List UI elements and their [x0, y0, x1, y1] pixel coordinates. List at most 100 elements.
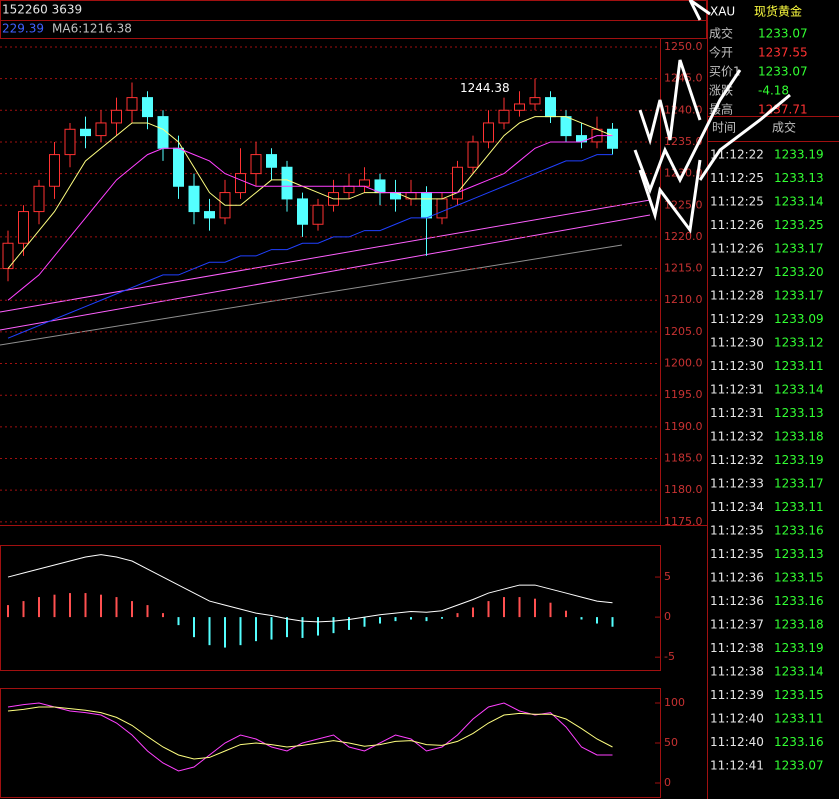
info-code: 152260 3639 — [2, 3, 82, 17]
y-tick-label: -5 — [664, 650, 675, 663]
y-tick-label: 1235.0 — [664, 135, 703, 148]
arrow — [633, 69, 742, 195]
kdj-frame — [0, 688, 661, 798]
drawn-arrows — [633, 0, 791, 234]
y-tick-label: 1185.0 — [664, 452, 703, 465]
series-line — [7, 554, 613, 623]
trade-price: 1233.17 — [774, 242, 824, 256]
y-tick-label: 1250.0 — [664, 40, 703, 53]
y-tick-label: 100 — [664, 696, 685, 709]
trade-time: 11:12:32 — [710, 430, 764, 444]
trade-time: 11:12:28 — [710, 289, 764, 303]
trade-time: 11:12:40 — [710, 735, 764, 749]
y-tick-label: 1190.0 — [664, 420, 703, 433]
quote-label: 成交 — [709, 26, 733, 41]
candle-body — [281, 166, 293, 200]
trade-price: 1233.17 — [774, 289, 824, 303]
quote-value: -4.18 — [758, 84, 789, 98]
y-tick-label: 1215.0 — [664, 262, 703, 275]
trend-line — [0, 244, 623, 346]
trade-price: 1233.13 — [774, 547, 824, 561]
y-tick-label: 0 — [664, 610, 671, 623]
trade-price: 1233.07 — [774, 759, 824, 773]
candle-body — [529, 97, 541, 105]
max-label: 1244.38 — [460, 81, 510, 95]
trade-price: 1233.13 — [774, 171, 824, 185]
arrow — [638, 159, 702, 234]
series-line — [7, 135, 613, 301]
trade-price: 1233.15 — [774, 571, 824, 585]
trade-time: 11:12:36 — [710, 571, 764, 585]
trade-price: 1233.17 — [774, 477, 824, 491]
candle-body — [607, 128, 618, 149]
trend-line — [0, 214, 651, 331]
trade-time: 11:12:41 — [710, 759, 764, 773]
trade-price: 1233.13 — [774, 406, 824, 420]
y-tick-label: 1195.0 — [664, 388, 703, 401]
col-time: 时间 — [712, 121, 736, 135]
trade-time: 11:12:35 — [710, 547, 764, 561]
trade-price: 1233.19 — [774, 148, 824, 162]
series-line — [7, 706, 613, 760]
trade-price: 1233.11 — [774, 712, 824, 726]
trade-time: 11:12:38 — [710, 641, 764, 655]
candle-body — [436, 198, 448, 219]
candle-body — [514, 103, 525, 111]
trade-time: 11:12:31 — [710, 406, 764, 420]
candle-body — [483, 122, 494, 143]
trade-time: 11:12:25 — [710, 195, 764, 209]
trade-price: 1233.18 — [774, 430, 824, 444]
y-tick-label: 1180.0 — [664, 483, 703, 496]
trade-price: 1233.12 — [774, 336, 824, 350]
trade-time: 11:12:32 — [710, 453, 764, 467]
candle-body — [235, 173, 246, 194]
trade-price: 1233.15 — [774, 688, 824, 702]
series-line — [7, 116, 613, 269]
y-tick-label: 1175.0 — [664, 515, 703, 528]
y-tick-label: 1205.0 — [664, 325, 703, 338]
quote-label: 今开 — [709, 45, 733, 60]
symbol: XAU — [710, 5, 735, 19]
candle-body — [560, 116, 572, 137]
candle-body — [188, 185, 200, 213]
y-tick-label: 5 — [664, 570, 671, 583]
trade-time: 11:12:22 — [710, 148, 764, 162]
trade-time: 11:12:36 — [710, 594, 764, 608]
trade-price: 1233.18 — [774, 618, 824, 632]
trade-price: 1233.19 — [774, 641, 824, 655]
candle-body — [126, 97, 138, 111]
trade-time: 11:12:29 — [710, 312, 764, 326]
quote-value: 1233.07 — [758, 65, 808, 79]
trade-time: 11:12:40 — [710, 712, 764, 726]
quote-value: 1237.55 — [758, 46, 808, 60]
y-tick-label: 1200.0 — [664, 357, 703, 370]
y-tick-label: 0 — [664, 776, 671, 789]
candle-body — [80, 128, 91, 137]
series-line — [7, 702, 613, 772]
y-tick-label: 1245.0 — [664, 72, 703, 85]
candle-body — [33, 185, 45, 213]
candle-body — [111, 109, 122, 124]
candle-body — [498, 109, 510, 124]
trend-line — [0, 199, 651, 313]
ma-frame — [0, 20, 707, 39]
trade-price: 1233.11 — [774, 500, 824, 514]
trade-price: 1233.14 — [774, 665, 824, 679]
y-tick-label: 50 — [664, 736, 678, 749]
candle-body — [95, 122, 107, 137]
trade-time: 11:12:39 — [710, 688, 764, 702]
trade-price: 1233.19 — [774, 453, 824, 467]
candle-body — [18, 211, 29, 244]
ma5-label: 229.39 — [2, 22, 44, 36]
trade-time: 11:12:33 — [710, 477, 764, 491]
trade-time: 11:12:26 — [710, 242, 764, 256]
y-tick-label: 1220.0 — [664, 230, 703, 243]
trade-price: 1233.11 — [774, 359, 824, 373]
arrow — [638, 59, 702, 146]
candle-body — [359, 179, 370, 187]
candle-body — [49, 154, 60, 187]
y-tick-label: 1210.0 — [664, 293, 703, 306]
trade-price: 1233.20 — [774, 265, 824, 279]
arrow — [698, 93, 791, 181]
